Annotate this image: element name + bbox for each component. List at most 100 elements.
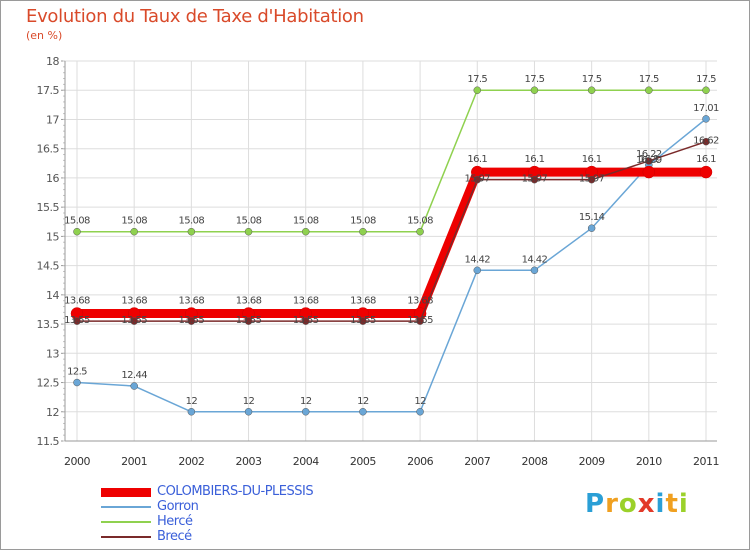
data-point xyxy=(416,408,424,416)
data-label: 15.97 xyxy=(522,174,548,185)
data-point xyxy=(130,227,138,236)
data-point xyxy=(702,137,710,146)
data-label: 17.5 xyxy=(467,74,487,85)
legend-label: Hercé xyxy=(157,514,193,529)
data-label: 16.1 xyxy=(525,154,545,165)
data-label: 17.5 xyxy=(696,74,716,85)
data-label: 13.55 xyxy=(179,315,205,326)
y-tick-label: 16.5 xyxy=(37,143,60,156)
data-point xyxy=(473,175,482,184)
legend-label: Brecé xyxy=(157,529,192,544)
data-label: 15.08 xyxy=(64,216,90,227)
x-tick-label: 2002 xyxy=(178,455,204,468)
data-label: 15.97 xyxy=(464,174,490,185)
data-label: 12 xyxy=(186,396,198,407)
data-label: 16.29 xyxy=(636,155,662,166)
data-label: 13.68 xyxy=(236,296,262,307)
y-tick-label: 13.5 xyxy=(37,318,60,331)
x-tick-label: 2003 xyxy=(236,455,262,468)
data-label: 13.55 xyxy=(236,315,262,326)
x-tick-label: 2010 xyxy=(636,455,662,468)
y-tick-label: 12 xyxy=(46,406,59,419)
legend-swatch xyxy=(101,487,151,497)
data-point xyxy=(587,86,596,94)
data-point xyxy=(702,86,710,94)
x-tick-label: 2006 xyxy=(407,455,433,468)
data-label: 15.08 xyxy=(121,216,147,227)
data-point xyxy=(73,227,81,236)
data-label: 17.5 xyxy=(639,74,659,85)
data-label: 12.5 xyxy=(67,367,87,378)
y-tick-label: 15 xyxy=(46,230,59,243)
logo-letter: r xyxy=(605,489,619,519)
chart-unit: (en %) xyxy=(26,29,63,42)
data-label: 15.08 xyxy=(179,216,205,227)
data-point xyxy=(530,266,539,275)
legend-swatch xyxy=(101,521,151,523)
x-tick-label: 2004 xyxy=(293,455,319,468)
data-point xyxy=(416,317,424,325)
x-tick-label: 2001 xyxy=(121,455,147,468)
data-label: 13.68 xyxy=(179,296,205,307)
data-point xyxy=(244,317,253,325)
data-label: 16.1 xyxy=(639,154,659,165)
logo-letter: i xyxy=(678,489,689,519)
data-point xyxy=(244,227,253,236)
x-tick-label: 2009 xyxy=(579,455,605,468)
legend-label: COLOMBIERS-DU-PLESSIS xyxy=(157,484,314,499)
x-tick-label: 2005 xyxy=(350,455,376,468)
chart-title: Evolution du Taux de Taxe d'Habitation xyxy=(26,6,364,27)
y-tick-label: 11.5 xyxy=(37,435,60,448)
data-point xyxy=(73,378,81,387)
data-label: 16.1 xyxy=(582,154,602,165)
data-point xyxy=(359,317,367,325)
y-tick-label: 17 xyxy=(46,113,59,126)
x-tick-label: 2007 xyxy=(464,455,490,468)
logo-letter: P xyxy=(585,489,606,519)
data-point xyxy=(187,227,196,236)
data-label: 16.62 xyxy=(693,136,719,147)
data-point xyxy=(530,175,539,184)
data-point xyxy=(130,317,138,325)
y-tick-label: 18 xyxy=(46,55,59,68)
y-tick-label: 12.5 xyxy=(37,377,60,390)
data-point xyxy=(699,165,713,179)
plot-area xyxy=(65,61,717,441)
data-point xyxy=(587,224,596,232)
data-point xyxy=(645,86,653,94)
data-point xyxy=(642,165,656,179)
data-point xyxy=(359,408,367,416)
data-point xyxy=(187,408,196,416)
data-label: 12 xyxy=(300,396,312,407)
series-line xyxy=(77,140,707,322)
data-label: 14.42 xyxy=(522,254,548,265)
data-label: 16.22 xyxy=(636,149,662,160)
data-label: 13.68 xyxy=(350,296,376,307)
data-label: 15.08 xyxy=(236,216,262,227)
series-line xyxy=(77,167,706,319)
data-point xyxy=(301,227,310,236)
data-label: 13.55 xyxy=(64,315,90,326)
data-point xyxy=(416,227,424,236)
data-point xyxy=(187,317,196,325)
legend-label: Gorron xyxy=(157,499,199,514)
logo-letter: i xyxy=(655,489,666,519)
legend-swatch xyxy=(101,536,151,538)
data-label: 13.68 xyxy=(121,296,147,307)
data-label: 13.55 xyxy=(121,315,147,326)
y-tick-label: 14 xyxy=(46,289,59,302)
y-tick-label: 15.5 xyxy=(37,201,60,214)
data-label: 13.68 xyxy=(293,296,319,307)
series-line xyxy=(76,118,707,413)
data-label: 13.55 xyxy=(407,315,433,326)
data-point xyxy=(587,175,596,184)
y-tick-label: 13 xyxy=(46,347,59,360)
logo-letter: t xyxy=(665,489,679,519)
data-label: 15.08 xyxy=(293,216,319,227)
data-label: 15.97 xyxy=(579,174,605,185)
data-label: 17.5 xyxy=(525,74,545,85)
data-label: 17.01 xyxy=(693,103,719,114)
data-point xyxy=(301,408,310,416)
data-point xyxy=(359,227,367,236)
